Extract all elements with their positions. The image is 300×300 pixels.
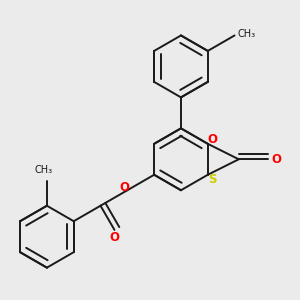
Text: CH₃: CH₃ <box>35 165 53 175</box>
Text: O: O <box>120 181 130 194</box>
Text: CH₃: CH₃ <box>238 29 256 39</box>
Text: S: S <box>208 173 217 186</box>
Text: O: O <box>110 231 119 244</box>
Text: O: O <box>271 153 281 166</box>
Text: O: O <box>207 133 218 146</box>
